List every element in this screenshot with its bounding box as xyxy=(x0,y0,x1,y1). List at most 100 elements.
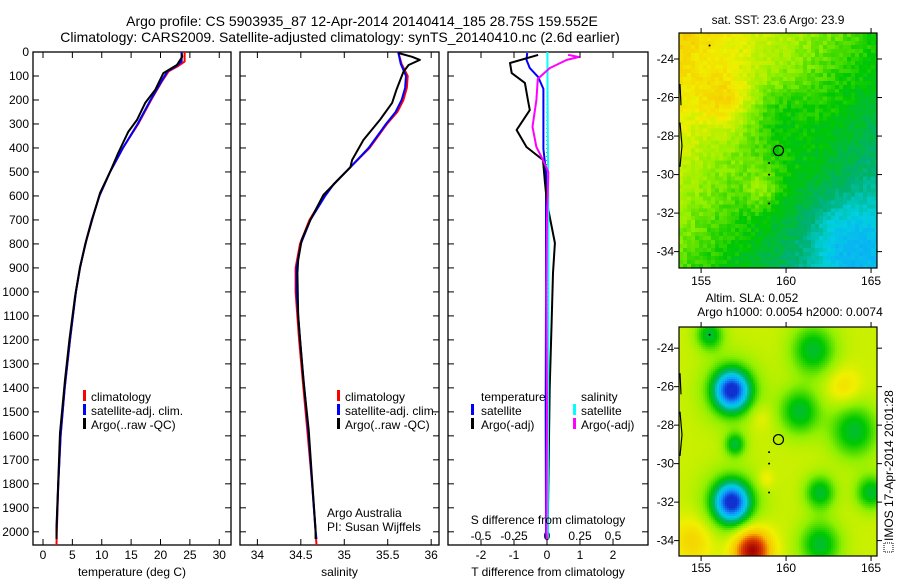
legend-swatch-satellite xyxy=(337,404,340,415)
lon-tick-label: 165 xyxy=(861,274,881,288)
legend-swatch-t-argo xyxy=(471,418,474,429)
salinity-legend: climatology satellite-adj. clim. Argo(..… xyxy=(337,390,437,432)
figure-title-line2: Climatology: CARS2009. Satellite-adjuste… xyxy=(60,29,620,45)
island-dot xyxy=(768,451,771,454)
y-tick-label: 400 xyxy=(9,141,29,155)
y-tick-label: 300 xyxy=(9,117,29,131)
sla-map-panel: 155 160 165 -24 -26 -28 -30 -32 -34 xyxy=(657,322,882,575)
y-tick-label: 500 xyxy=(9,165,29,179)
x-tick-label: -2 xyxy=(476,548,487,562)
y-tick-label: 100 xyxy=(9,69,29,83)
credit-line1: Argo Australia xyxy=(327,506,402,520)
coastline xyxy=(679,84,683,167)
lat-tick-label: -24 xyxy=(657,341,675,355)
y-tick-label: 200 xyxy=(9,93,29,107)
legend-swatch-argo xyxy=(337,418,340,429)
lat-tick-label: -32 xyxy=(657,206,675,220)
y-tick-label: 1000 xyxy=(2,285,29,299)
s-tick-label: -0.5 xyxy=(471,529,492,543)
plot-frame xyxy=(239,51,440,546)
y-tick-label: 1200 xyxy=(2,333,29,347)
legend-label-t-satellite: satellite xyxy=(481,404,522,418)
x-axis-label: temperature (deg C) xyxy=(78,565,186,579)
series-line-satellite-adj-clim- xyxy=(295,51,407,540)
x-tick-label: 20 xyxy=(154,548,168,562)
y-tick-label: 800 xyxy=(9,237,29,251)
island-dot xyxy=(768,173,771,176)
sla-map-image xyxy=(679,327,877,556)
lon-tick-label: 155 xyxy=(691,561,711,575)
x-tick-label: 5 xyxy=(69,548,76,562)
series-line-temperature-argo-adj- xyxy=(509,53,556,539)
map-frame xyxy=(678,326,878,557)
sst-map-title: sat. SST: 23.6 Argo: 23.9 xyxy=(712,13,845,27)
plot-frame xyxy=(32,51,232,546)
legend-swatch-argo xyxy=(83,418,86,429)
lon-tick-label: 165 xyxy=(861,561,881,575)
y-tick-label: 700 xyxy=(9,213,29,227)
x-tick-label: 25 xyxy=(183,548,197,562)
x-tick-label: 1 xyxy=(577,548,584,562)
x-tick-label: 10 xyxy=(95,548,109,562)
x-tick-label: 34.5 xyxy=(289,548,313,562)
sst-map-image xyxy=(679,33,877,268)
s-tick-label: -0.25 xyxy=(500,529,528,543)
series-line-temperature-satellite xyxy=(525,52,547,539)
credit-line2: PI: Susan Wijffels xyxy=(327,520,421,534)
y-tick-label: 1800 xyxy=(2,477,29,491)
y-tick-label: 900 xyxy=(9,261,29,275)
x-tick-label: 0 xyxy=(40,548,47,562)
x-axis-label: T difference from climatology xyxy=(471,565,625,579)
series-line-salinity-satellite xyxy=(546,51,550,540)
lat-tick-label: -34 xyxy=(657,245,675,259)
lon-tick-label: 160 xyxy=(776,274,796,288)
y-tick-label: 1100 xyxy=(3,309,29,323)
imos-timestamp: IMOS 17-Apr-2014 20:01:28 xyxy=(882,390,896,541)
y-tick-label: 1300 xyxy=(2,357,29,371)
sla-map-subtitle: Argo h1000: 0.0054 h2000: 0.0074 xyxy=(697,305,883,319)
island-dot xyxy=(708,333,711,336)
s-tick-label: 0.25 xyxy=(568,529,592,543)
lat-tick-label: -30 xyxy=(657,457,675,471)
difference-legend: temperature satellite Argo(-adj) salinit… xyxy=(471,390,634,432)
lon-tick-label: 160 xyxy=(776,561,796,575)
legend-label-s-argo: Argo(-adj) xyxy=(581,418,634,432)
coastline xyxy=(679,373,683,456)
argo-position-marker xyxy=(772,144,785,157)
x-tick-label: 34 xyxy=(251,548,265,562)
legend-swatch-s-argo xyxy=(573,418,576,429)
island-dot xyxy=(708,44,711,47)
lat-tick-label: -28 xyxy=(657,418,675,432)
salinity-panel: 34 34.5 35 35.5 36 salinity xyxy=(239,51,440,579)
legend-label-argo: Argo(..raw -QC) xyxy=(91,418,176,432)
x-tick-label: 0 xyxy=(544,548,551,562)
x-axis-label: salinity xyxy=(321,565,358,579)
island-dot xyxy=(768,202,771,205)
legend-swatch-t-satellite xyxy=(471,404,474,415)
lat-tick-label: -26 xyxy=(657,91,675,105)
imos-logo-icon xyxy=(883,542,894,553)
legend-label-climatology: climatology xyxy=(91,390,151,404)
lat-tick-label: -26 xyxy=(657,380,675,394)
lon-tick-label: 155 xyxy=(691,274,711,288)
legend-swatch-climatology xyxy=(83,390,86,401)
x-tick-label: 35.5 xyxy=(376,548,400,562)
y-tick-label: 0 xyxy=(22,45,29,59)
s-difference-axis-label: S difference from climatology xyxy=(471,513,626,527)
legend-label-argo: Argo(..raw -QC) xyxy=(345,418,430,432)
y-tick-label: 1700 xyxy=(2,453,29,467)
series-line-argo-raw-qc- xyxy=(55,52,184,539)
lat-tick-label: -34 xyxy=(657,534,675,548)
island-dot xyxy=(768,491,771,494)
legend-label-s-satellite: satellite xyxy=(581,404,622,418)
x-tick-label: -1 xyxy=(509,548,520,562)
x-tick-label: 36 xyxy=(424,548,438,562)
island-dot xyxy=(768,162,771,165)
sla-map-title: Altim. SLA: 0.052 xyxy=(706,291,799,305)
legend-label-satellite: satellite-adj. clim. xyxy=(345,404,437,418)
s-tick-label: 0.5 xyxy=(605,529,622,543)
difference-panel: -2 -1 0 1 2 T difference from climatology -0.5… xyxy=(447,51,649,579)
y-tick-label: 1400 xyxy=(2,381,29,395)
legend-heading-salinity: salinity xyxy=(581,390,618,404)
